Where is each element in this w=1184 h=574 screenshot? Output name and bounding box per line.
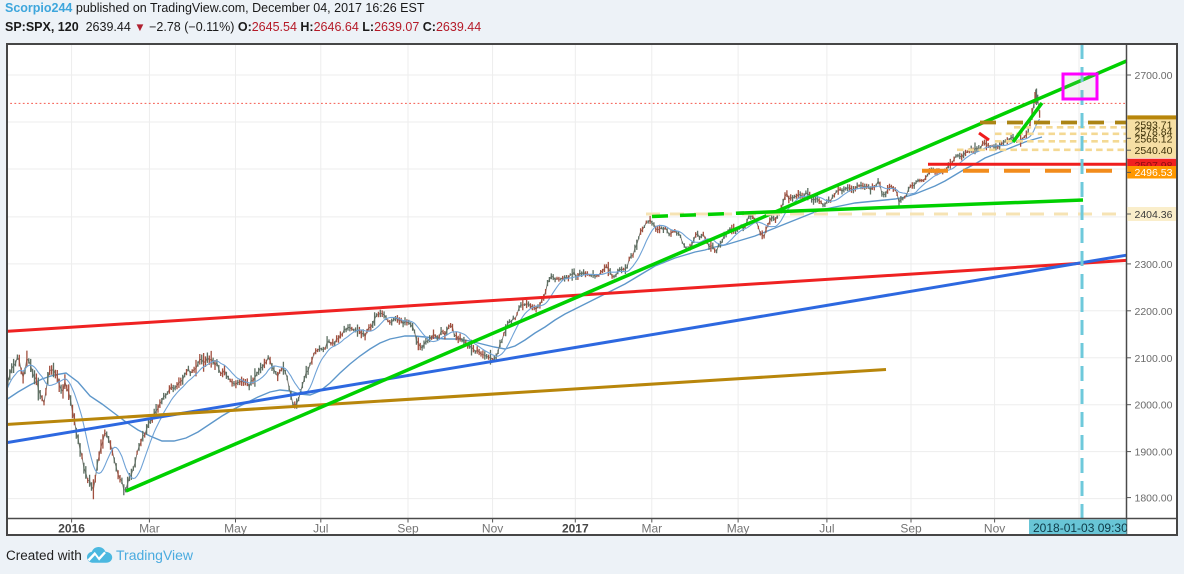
- svg-text:May: May: [224, 522, 247, 536]
- svg-text:2300.00: 2300.00: [1135, 259, 1173, 271]
- svg-text:Jul: Jul: [313, 522, 328, 536]
- svg-text:2578.84: 2578.84: [1135, 126, 1173, 138]
- svg-text:Nov: Nov: [984, 522, 1005, 536]
- svg-text:2200.00: 2200.00: [1135, 306, 1173, 318]
- svg-text:2593.71: 2593.71: [1135, 119, 1173, 131]
- svg-text:Sep: Sep: [900, 522, 922, 536]
- svg-text:2566.12: 2566.12: [1135, 133, 1173, 145]
- svg-text:2018-01-03 09:30:0: 2018-01-03 09:30:0: [1033, 521, 1138, 535]
- svg-text:May: May: [727, 522, 750, 536]
- svg-text:2000.00: 2000.00: [1135, 400, 1173, 412]
- svg-text:2017: 2017: [562, 522, 589, 536]
- svg-text:Jul: Jul: [819, 522, 834, 536]
- svg-text:2540.40: 2540.40: [1135, 145, 1173, 157]
- svg-text:2016: 2016: [58, 522, 85, 536]
- svg-text:2100.00: 2100.00: [1135, 353, 1173, 365]
- svg-text:Mar: Mar: [641, 522, 662, 536]
- svg-text:2404.36: 2404.36: [1135, 209, 1173, 221]
- svg-text:2496.53: 2496.53: [1135, 167, 1173, 179]
- svg-text:1900.00: 1900.00: [1135, 447, 1173, 459]
- svg-text:2700.00: 2700.00: [1135, 70, 1173, 82]
- svg-text:1800.00: 1800.00: [1135, 493, 1173, 505]
- svg-text:Mar: Mar: [139, 522, 160, 536]
- svg-text:Nov: Nov: [482, 522, 503, 536]
- svg-text:Sep: Sep: [397, 522, 419, 536]
